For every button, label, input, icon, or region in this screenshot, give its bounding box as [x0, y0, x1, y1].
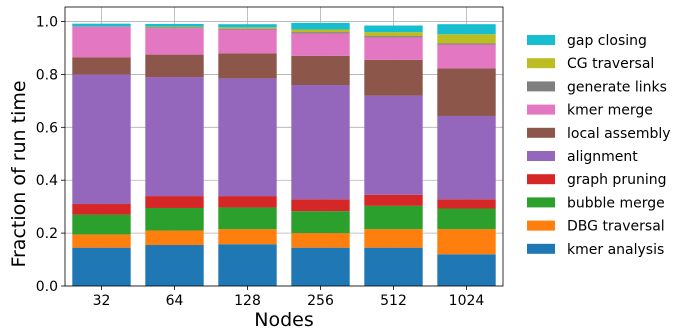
bar-segment-cg-traversal-1024: [437, 34, 496, 44]
legend: gap closing CG traversal generate links kme…: [527, 33, 671, 258]
bar-segment-kmer-analysis-256: [291, 247, 350, 286]
legend-swatch: [527, 58, 555, 69]
legend-label: bubble merge: [567, 195, 665, 211]
legend-label: alignment: [567, 149, 638, 165]
legend-label: graph pruning: [567, 172, 666, 188]
bar-segment-graph-pruning-32: [72, 204, 131, 215]
bar-segment-graph-pruning-1024: [437, 199, 496, 209]
legend-swatch: [527, 104, 555, 115]
legend-label: gap closing: [567, 33, 647, 49]
bar-segment-graph-pruning-512: [364, 194, 423, 206]
bar-segment-kmer-merge-256: [291, 33, 350, 56]
bar-segment-graph-pruning-64: [145, 196, 204, 208]
bar-segment-dbg-traversal-256: [291, 233, 350, 248]
bar-segment-dbg-traversal-64: [145, 230, 204, 246]
bar-segment-local-assembly-64: [145, 54, 204, 78]
bar-segment-cg-traversal-128: [218, 27, 277, 29]
legend-label: CG traversal: [567, 56, 654, 72]
bar-segment-local-assembly-512: [364, 59, 423, 96]
bar-segment-generate-links-128: [218, 28, 277, 30]
legend-swatch: [527, 151, 555, 161]
y-tick-label: 0.6: [36, 120, 58, 136]
bar-segment-gap-closing-32: [72, 23, 131, 27]
bar-segment-kmer-analysis-512: [364, 247, 423, 286]
axes: 0.0 0.2 0.4 0.6 0.8 1.0 32 64 128 256 512 1024: [36, 6, 504, 309]
bar-segment-alignment-1024: [437, 115, 496, 200]
legend-swatch: [527, 243, 555, 254]
bar-segment-bubble-merge-32: [72, 214, 131, 235]
x-axis-title: Nodes: [254, 309, 314, 329]
bar-segment-kmer-merge-32: [72, 26, 131, 58]
bar-segment-alignment-256: [291, 85, 350, 200]
bar-segment-alignment-64: [145, 77, 204, 197]
legend-label: kmer analysis: [567, 242, 664, 258]
bar-segment-kmer-merge-64: [145, 28, 204, 55]
bar-segment-gap-closing-128: [218, 24, 277, 28]
bar-segment-cg-traversal-256: [291, 29, 350, 33]
y-tick-label: 0.2: [36, 226, 58, 242]
bar-segment-generate-links-64: [145, 27, 204, 29]
bar-segment-graph-pruning-256: [291, 199, 350, 212]
bar-segment-generate-links-256: [291, 32, 350, 34]
bar-segment-kmer-merge-1024: [437, 44, 496, 69]
bar-segment-cg-traversal-64: [145, 26, 204, 28]
bar-segment-generate-links-32: [72, 26, 131, 27]
bar-segment-dbg-traversal-32: [72, 234, 131, 248]
x-tick-label: 1024: [449, 293, 485, 309]
y-axis-title: Fraction of run time: [8, 80, 30, 267]
bars: [72, 22, 496, 286]
legend-swatch: [527, 197, 555, 208]
bar-segment-kmer-merge-512: [364, 37, 423, 60]
legend-swatch: [527, 174, 555, 185]
bar-segment-gap-closing-1024: [437, 24, 496, 35]
bar-segment-kmer-analysis-32: [72, 247, 131, 286]
bar-segment-alignment-32: [72, 74, 131, 205]
bar-segment-gap-closing-256: [291, 22, 350, 30]
bar-segment-generate-links-1024: [437, 43, 496, 45]
x-tick-label: 128: [234, 293, 261, 309]
x-tick-label: 64: [166, 293, 184, 309]
y-tick-label: 0.0: [36, 279, 58, 295]
bar-segment-dbg-traversal-1024: [437, 229, 496, 255]
bar-segment-gap-closing-512: [364, 25, 423, 33]
bar-segment-bubble-merge-1024: [437, 208, 496, 230]
x-tick-label: 32: [93, 293, 111, 309]
bar-segment-cg-traversal-512: [364, 32, 423, 37]
legend-swatch: [527, 81, 555, 92]
bar-segment-gap-closing-64: [145, 23, 204, 27]
bar-segment-bubble-merge-256: [291, 211, 350, 234]
legend-swatch: [527, 127, 555, 138]
bar-segment-kmer-analysis-64: [145, 245, 204, 286]
bar-segment-dbg-traversal-512: [364, 229, 423, 248]
bar-segment-generate-links-512: [364, 36, 423, 38]
bar-segment-bubble-merge-128: [218, 207, 277, 230]
y-tick-label: 1.0: [36, 15, 58, 31]
legend-label: local assembly: [567, 126, 671, 142]
bar-segment-kmer-analysis-128: [218, 244, 277, 286]
y-tick-label: 0.4: [36, 173, 58, 189]
y-tick-label: 0.8: [36, 67, 58, 83]
legend-label: kmer merge: [567, 103, 653, 119]
bar-segment-alignment-512: [364, 95, 423, 195]
x-tick-label: 256: [307, 293, 334, 309]
bar-segment-bubble-merge-512: [364, 205, 423, 230]
bar-segment-dbg-traversal-128: [218, 229, 277, 245]
legend-swatch: [527, 220, 555, 231]
bar-segment-local-assembly-1024: [437, 68, 496, 116]
bar-segment-kmer-merge-128: [218, 29, 277, 54]
bar-segment-local-assembly-128: [218, 53, 277, 79]
legend-swatch: [527, 35, 555, 45]
legend-label: generate links: [567, 79, 667, 95]
plot-frame: [64, 6, 504, 287]
bar-segment-graph-pruning-128: [218, 196, 277, 208]
bar-segment-alignment-128: [218, 78, 277, 197]
legend-label: DBG traversal: [567, 219, 665, 235]
bar-segment-bubble-merge-64: [145, 207, 204, 231]
bar-segment-local-assembly-32: [72, 57, 131, 75]
x-tick-label: 512: [380, 293, 407, 309]
bar-segment-kmer-analysis-1024: [437, 254, 496, 286]
bar-segment-local-assembly-256: [291, 55, 350, 86]
